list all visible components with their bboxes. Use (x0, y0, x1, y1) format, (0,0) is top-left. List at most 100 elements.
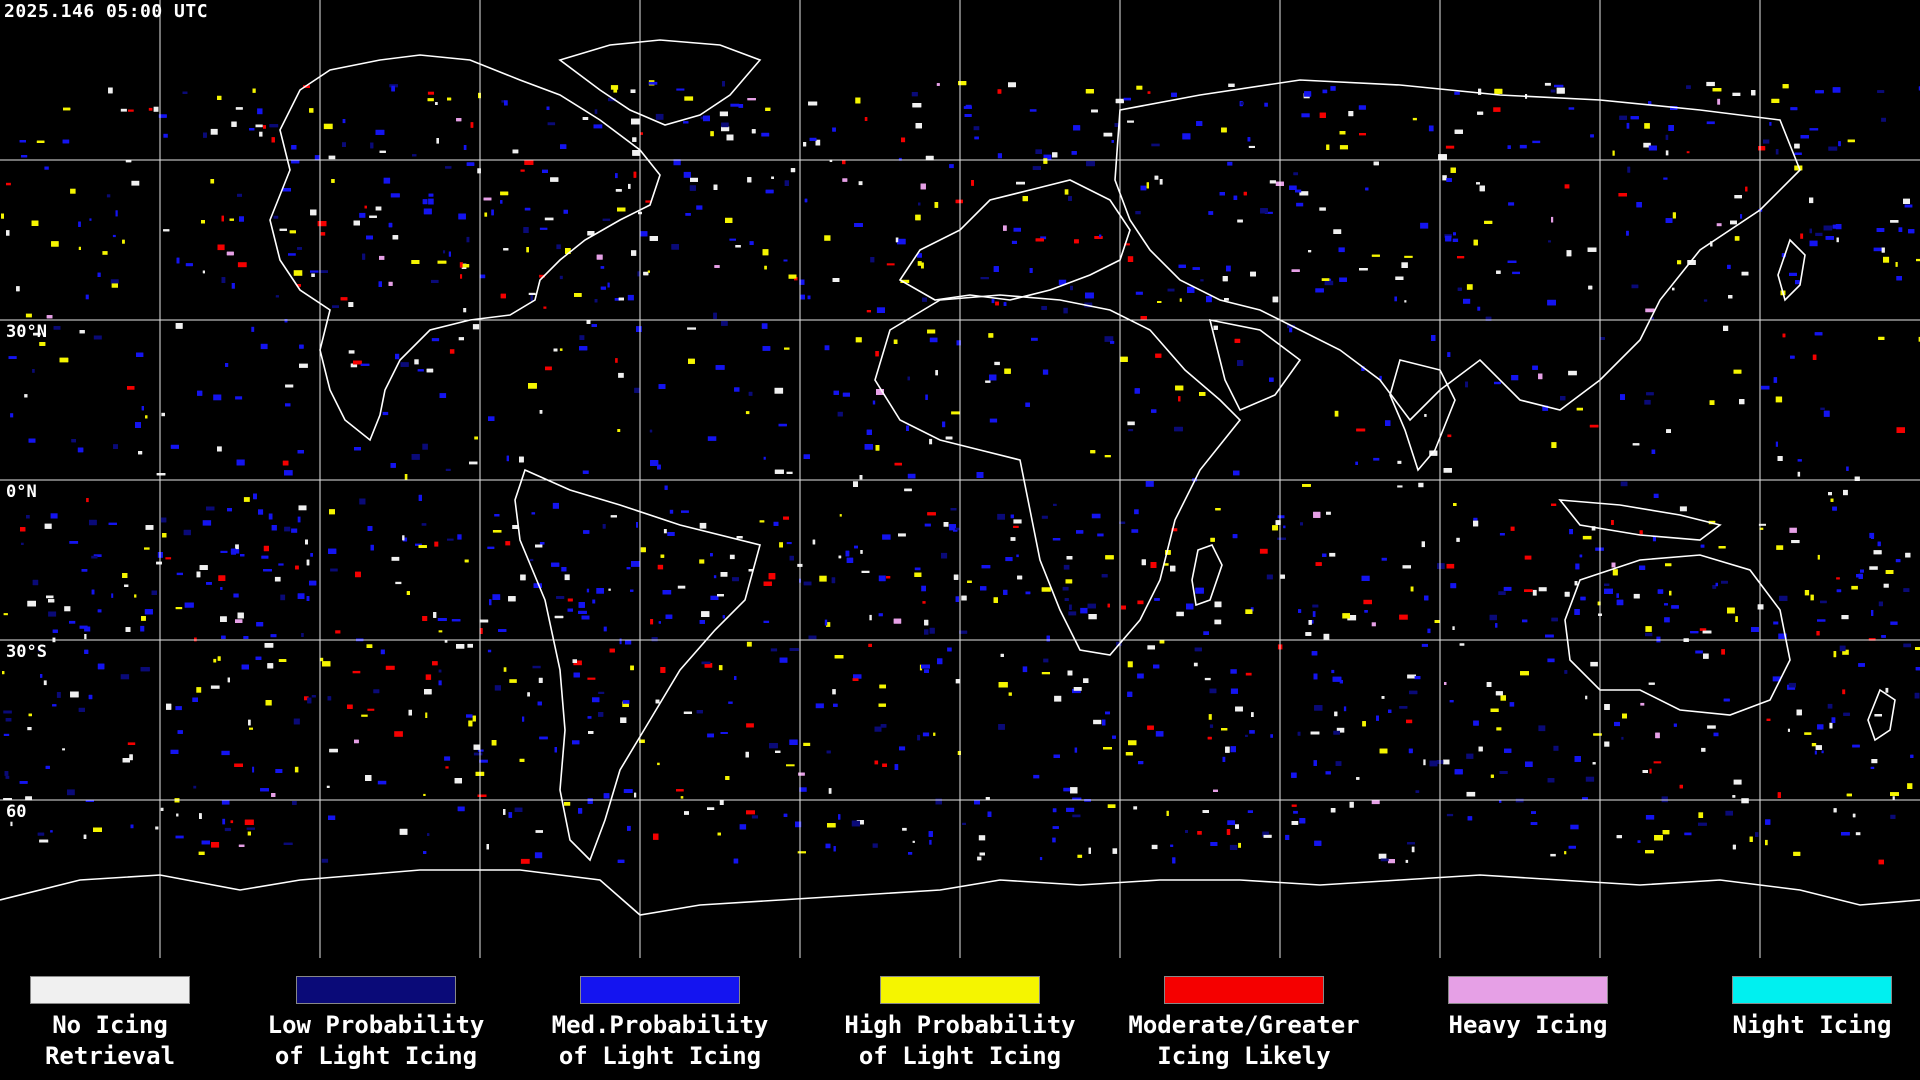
icing-pixel (1524, 589, 1533, 592)
icing-pixel (979, 852, 985, 856)
global-icing-map: 2025.146 05:00 UTC 30°N 0°N 30°S 60 (0, 0, 1920, 958)
icing-pixel (563, 209, 568, 214)
icing-pixel (875, 445, 880, 451)
icing-pixel (789, 739, 798, 745)
icing-pixel (1313, 760, 1317, 766)
icing-pixel (535, 544, 543, 548)
icing-pixel (627, 825, 631, 831)
legend-item-low-probability: Low Probability of Light Icing (246, 976, 506, 1072)
icing-pixel (1509, 702, 1515, 707)
icing-pixel (1289, 326, 1293, 333)
icing-pixel (1074, 239, 1079, 244)
icing-pixel (657, 464, 661, 470)
icing-pixel (598, 691, 605, 694)
icing-pixel (587, 677, 596, 680)
icing-pixel (955, 199, 963, 204)
icing-pixel (379, 150, 386, 153)
icing-pixel (586, 320, 591, 324)
icing-pixel (1841, 615, 1849, 620)
icing-pixel (1135, 211, 1141, 215)
icing-pixel (618, 372, 624, 378)
icing-pixel (163, 133, 168, 138)
icing-pixel (1365, 187, 1369, 191)
icing-pixel (1423, 759, 1426, 766)
icing-pixel (79, 625, 88, 629)
icing-pixel (299, 363, 308, 368)
icing-pixel (1700, 544, 1705, 548)
icing-pixel (655, 113, 664, 120)
lat-label-30s: 30°S (6, 642, 47, 662)
icing-pixel (643, 271, 649, 276)
icing-pixel (1833, 651, 1837, 658)
icing-pixel (1677, 260, 1682, 265)
icing-pixel (765, 107, 771, 111)
icing-pixel (1715, 582, 1718, 587)
coastline-europe (898, 179, 1131, 301)
icing-pixel (594, 109, 598, 114)
icing-pixel (470, 122, 474, 128)
icing-pixel (1782, 84, 1789, 89)
icing-pixel (1620, 481, 1628, 487)
icing-pixel (427, 91, 434, 95)
icing-pixel (198, 851, 205, 855)
icing-pixel (640, 132, 643, 135)
icing-pixel (1097, 533, 1104, 537)
icing-pixel (331, 179, 335, 183)
icing-pixel (127, 742, 136, 745)
icing-pixel (1915, 667, 1920, 671)
icing-pixel (1185, 830, 1188, 833)
icing-pixel (650, 619, 654, 625)
icing-pixel (1759, 527, 1764, 530)
legend-item-high-probability: High Probability of Light Icing (830, 976, 1090, 1072)
icing-pixel (1262, 831, 1269, 837)
icing-pixel (1855, 832, 1861, 836)
icing-pixel (226, 251, 234, 256)
icing-pixel (1134, 388, 1140, 394)
icing-pixel (602, 524, 606, 529)
icing-pixel (447, 538, 454, 541)
icing-pixel (622, 701, 629, 707)
icing-pixel (122, 758, 130, 763)
icing-pixel (1817, 724, 1824, 730)
icing-pixel (201, 220, 205, 224)
icing-pixel (637, 271, 640, 277)
icing-pixel (578, 610, 587, 614)
icing-pixel (1112, 735, 1116, 739)
icing-pixel (1264, 211, 1273, 214)
icing-pixel (833, 390, 839, 395)
icing-pixel (1761, 385, 1770, 390)
icing-pixel (125, 160, 132, 163)
icing-pixel (36, 140, 45, 143)
icing-pixel (1314, 840, 1322, 846)
icing-pixel (1263, 834, 1272, 838)
icing-pixel (1085, 292, 1094, 299)
icing-pixel (1903, 588, 1910, 592)
icing-pixel (907, 376, 910, 381)
icing-pixel (689, 185, 696, 191)
icing-pixel (1313, 673, 1318, 680)
icing-pixel (1564, 670, 1568, 674)
icing-pixel (1376, 715, 1379, 721)
icing-pixel (721, 122, 729, 128)
icing-pixel (1412, 117, 1417, 121)
icing-pixel (206, 506, 215, 511)
icing-pixel (1283, 525, 1286, 529)
icing-pixel (1662, 830, 1670, 835)
icing-pixel (131, 180, 140, 186)
icing-pixel (210, 685, 220, 689)
icing-pixel (108, 522, 117, 525)
icing-pixel (804, 198, 808, 203)
icing-pixel (1778, 633, 1787, 639)
icing-pixel (773, 521, 779, 526)
icing-pixel (774, 469, 784, 474)
icing-pixel (1042, 369, 1049, 375)
icing-pixel (1547, 778, 1555, 783)
icing-pixel (1721, 649, 1725, 655)
icing-pixel (1453, 503, 1457, 506)
icing-pixel (1017, 575, 1023, 580)
coastline-south-america (514, 468, 761, 862)
icing-pixel (1836, 589, 1842, 593)
icing-pixel (1706, 81, 1715, 87)
icing-pixel (145, 415, 148, 419)
icing-pixel (1401, 262, 1408, 268)
